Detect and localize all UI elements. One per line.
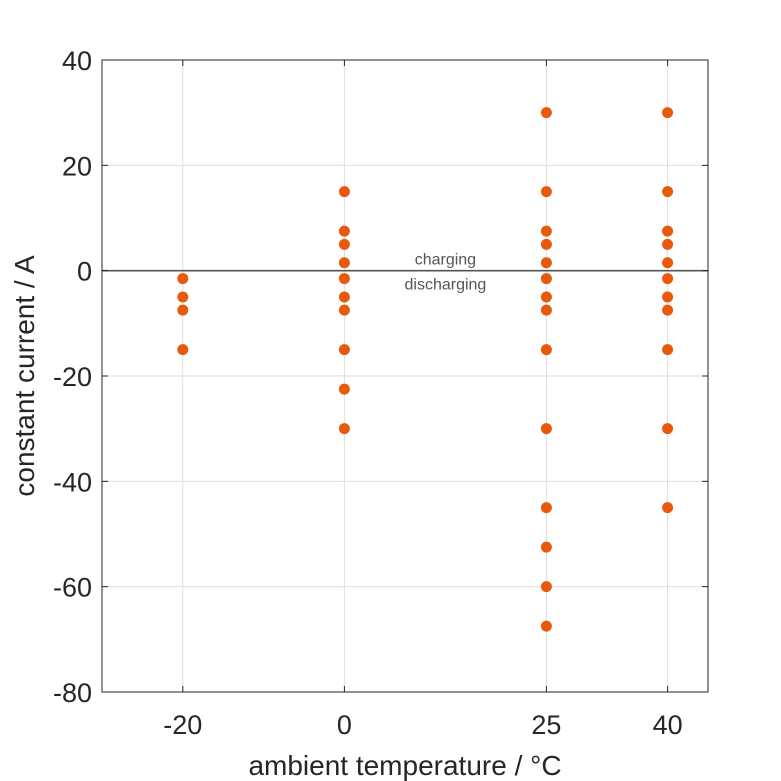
data-point [540, 423, 552, 435]
data-point [338, 344, 350, 356]
data-points [177, 107, 674, 632]
data-point [540, 238, 552, 250]
y-tick-label: -60 [53, 573, 92, 603]
annotation-discharging: discharging [404, 277, 486, 294]
data-point [662, 304, 674, 316]
x-tick-label: -20 [163, 710, 202, 740]
data-point [338, 257, 350, 269]
data-point [540, 257, 552, 269]
data-point [662, 344, 674, 356]
data-point [540, 620, 552, 632]
data-point [338, 273, 350, 285]
data-point [338, 304, 350, 316]
data-point [177, 291, 189, 303]
axis-ticks: -20 0 25 40 40 20 0 -20 -40 -60 -80 [53, 46, 708, 740]
data-point [540, 581, 552, 593]
data-point [662, 502, 674, 514]
x-tick-label: 25 [531, 710, 561, 740]
data-point [338, 291, 350, 303]
y-tick-label: -80 [53, 678, 92, 708]
data-point [177, 304, 189, 316]
annotation-charging: charging [415, 252, 476, 269]
data-point [540, 344, 552, 356]
data-point [540, 291, 552, 303]
y-tick-label: 40 [62, 46, 92, 76]
x-tick-label: 40 [653, 710, 683, 740]
data-point [662, 257, 674, 269]
data-point [662, 186, 674, 198]
data-point [338, 225, 350, 237]
data-point [338, 383, 350, 395]
data-point [177, 273, 189, 285]
data-point [662, 238, 674, 250]
data-point [662, 273, 674, 285]
data-point [540, 225, 552, 237]
data-point [540, 186, 552, 198]
grid-lines [102, 60, 708, 692]
data-point [540, 541, 552, 553]
data-point [540, 502, 552, 514]
y-tick-label: 0 [77, 257, 92, 287]
data-point [662, 107, 674, 119]
y-tick-label: 20 [62, 151, 92, 181]
x-tick-label: 0 [337, 710, 352, 740]
data-point [662, 423, 674, 435]
data-point [540, 304, 552, 316]
y-tick-label: -20 [53, 362, 92, 392]
data-point [177, 344, 189, 356]
data-point [662, 291, 674, 303]
y-tick-label: -40 [53, 467, 92, 497]
data-point [540, 273, 552, 285]
x-axis-label: ambient temperature / °C [248, 750, 561, 781]
data-point [338, 238, 350, 250]
data-point [540, 107, 552, 119]
data-point [338, 186, 350, 198]
data-point [338, 423, 350, 435]
data-point [662, 225, 674, 237]
y-axis-label: constant current / A [9, 255, 40, 497]
